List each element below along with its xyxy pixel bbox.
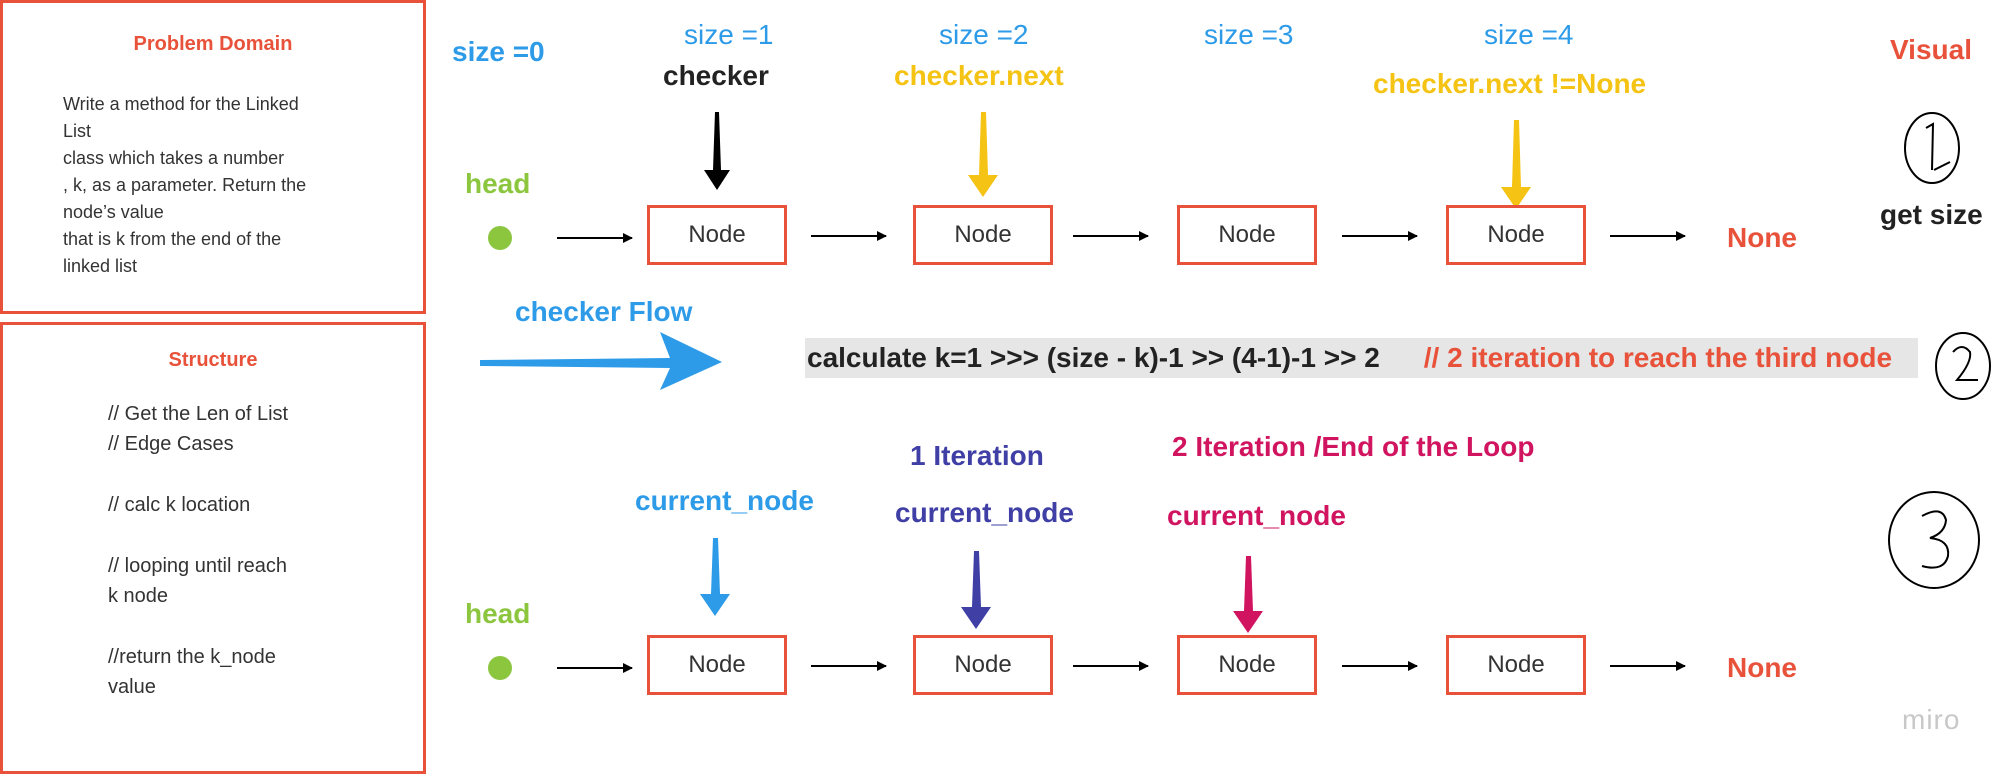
step-3-circle: [1888, 491, 1980, 589]
calculation-bar: calculate k=1 >>> (size - k)-1 >> (4-1)-…: [805, 338, 1918, 378]
structure-panel: Structure // Get the Len of List // Edge…: [0, 322, 426, 774]
problem-domain-panel: Problem Domain Write a method for the Li…: [0, 0, 426, 314]
structure-line: value: [108, 676, 156, 698]
checker-next-not-none-label: checker.next !=None: [1373, 68, 1647, 99]
checker-flow-arrow: [480, 332, 722, 390]
current-node-label: current_node: [1167, 500, 1346, 531]
checker-pointer-arrow: [704, 112, 730, 190]
current-node-pointer-arrow: [961, 551, 991, 629]
size-label: size =0: [452, 36, 545, 67]
structure-line: // Get the Len of List: [108, 403, 289, 425]
problem-domain-line: List: [63, 121, 92, 141]
structure-line: // Edge Cases: [108, 433, 234, 455]
checker-next-not-none-pointer-arrow: [1501, 120, 1531, 209]
step-3-glyph: [1921, 510, 1950, 569]
checker-next-label: checker.next: [894, 60, 1064, 91]
structure-line: k node: [108, 585, 169, 607]
step-2-circle: [1935, 332, 1991, 400]
linked-list-node: Node: [1446, 205, 1586, 265]
linked-list-node: Node: [647, 635, 787, 695]
calculation-comment: // 2 iteration to reach the third node: [1423, 342, 1893, 373]
none-label: None: [1727, 652, 1797, 683]
step-2-glyph: [1952, 346, 1978, 381]
problem-domain-line: node’s value: [63, 202, 164, 222]
current-node-pointer-arrow: [1233, 556, 1263, 633]
head-label: head: [465, 168, 531, 199]
problem-domain-line: Write a method for the Linked: [63, 94, 299, 114]
problem-domain-line: , k, as a parameter. Return the: [63, 175, 307, 195]
visual-title: Visual: [1890, 34, 1972, 65]
size-label: size =2: [939, 19, 1029, 50]
linked-list-node: Node: [1177, 635, 1317, 695]
checker-label: checker: [663, 60, 769, 91]
miro-watermark: miro: [1902, 704, 1961, 735]
structure-line: // looping until reach: [108, 555, 288, 577]
linked-list-node: Node: [1446, 635, 1586, 695]
current-node-label: current_node: [895, 497, 1074, 528]
structure-line: //return the k_node: [108, 646, 276, 668]
step-1-glyph: [1925, 122, 1951, 171]
head-dot: [488, 226, 512, 250]
calculation-text: calculate k=1 >>> (size - k)-1 >> (4-1)-…: [807, 342, 1380, 373]
structure-title: Structure: [168, 349, 258, 371]
current-node-label: current_node: [635, 485, 814, 516]
checker-next-pointer-arrow: [968, 112, 998, 197]
problem-domain-line: that is k from the end of the: [63, 229, 282, 249]
none-label: None: [1727, 222, 1797, 253]
problem-domain-line: class which takes a number: [63, 148, 285, 168]
size-label: size =3: [1204, 19, 1294, 50]
current-node-pointer-arrow: [700, 538, 730, 616]
linked-list-node: Node: [913, 205, 1053, 265]
size-label: size =4: [1484, 19, 1574, 50]
iteration-1-label: 1 Iteration: [910, 440, 1044, 471]
get-size-label: get size: [1880, 199, 1983, 230]
structure-line: // calc k location: [108, 494, 251, 516]
head-label: head: [465, 598, 531, 629]
problem-domain-title: Problem Domain: [133, 33, 293, 55]
size-label: size =1: [684, 19, 774, 50]
iteration-2-label: 2 Iteration /End of the Loop: [1172, 431, 1535, 462]
linked-list-node: Node: [1177, 205, 1317, 265]
linked-list-node: Node: [647, 205, 787, 265]
problem-domain-line: linked list: [63, 256, 138, 276]
checker-flow-label: checker Flow: [515, 296, 693, 327]
step-1-circle: [1904, 112, 1960, 184]
linked-list-node: Node: [913, 635, 1053, 695]
head-dot: [488, 656, 512, 680]
